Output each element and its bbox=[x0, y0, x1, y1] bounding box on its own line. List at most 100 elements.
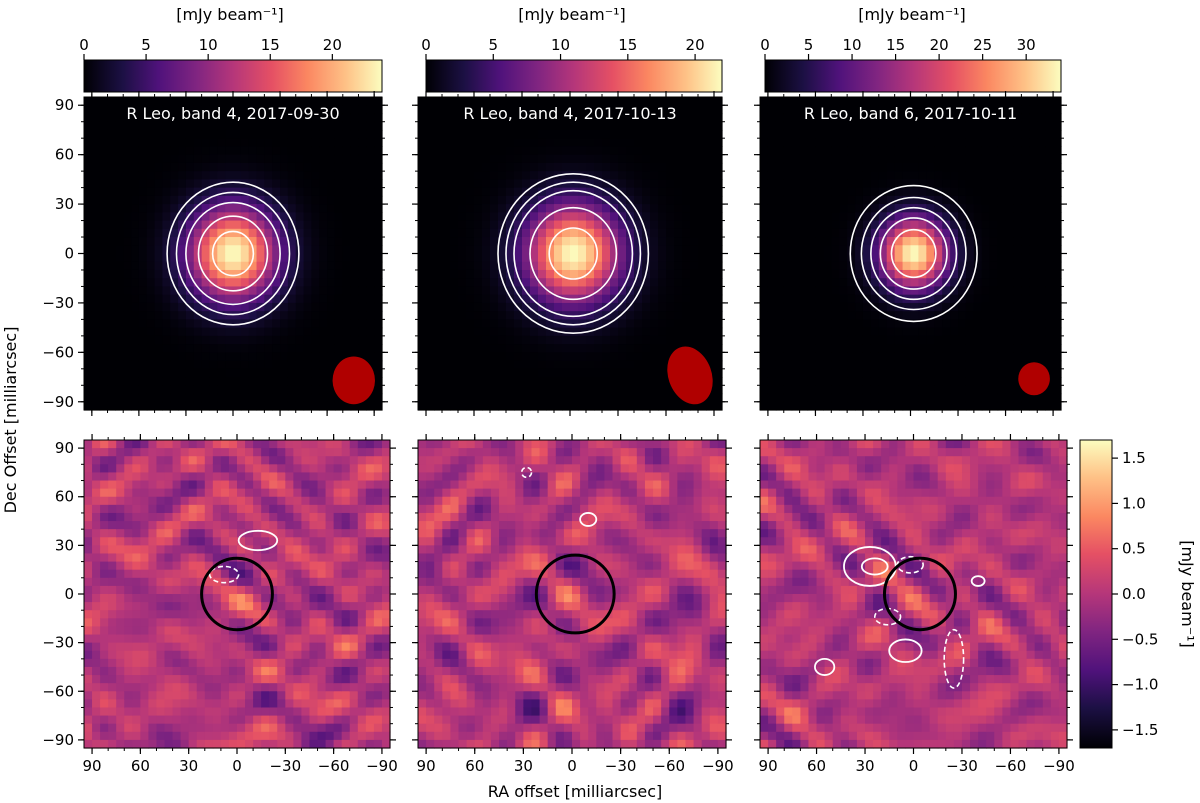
heatmap-cell bbox=[839, 377, 848, 386]
contour-line bbox=[890, 228, 937, 279]
heatmap-cell bbox=[450, 228, 459, 238]
heatmap-cell bbox=[185, 187, 195, 197]
heatmap-cell bbox=[178, 105, 187, 115]
heatmap-cell bbox=[327, 385, 336, 395]
heatmap-cell bbox=[934, 154, 943, 164]
heatmap-cell bbox=[280, 302, 289, 312]
heatmap-cell bbox=[847, 253, 856, 263]
heatmap-cell bbox=[482, 228, 491, 238]
heatmap-cell bbox=[823, 327, 832, 337]
heatmap-cell bbox=[530, 195, 539, 205]
heatmap-cell bbox=[831, 269, 840, 279]
heatmap-cell bbox=[115, 113, 124, 123]
heatmap-cell bbox=[642, 146, 651, 156]
heatmap-cell bbox=[374, 377, 383, 386]
heatmap-cell bbox=[783, 352, 793, 362]
heatmap-cell bbox=[514, 352, 523, 362]
heatmap-cell bbox=[910, 171, 920, 180]
heatmap-cell bbox=[862, 97, 872, 106]
heatmap-cell bbox=[108, 569, 117, 579]
heatmap-cell bbox=[714, 360, 723, 370]
heatmap-cell bbox=[878, 171, 888, 180]
heatmap-cell bbox=[855, 162, 864, 172]
heatmap-cell bbox=[170, 261, 179, 271]
heatmap-cell bbox=[327, 162, 336, 172]
heatmap-cell bbox=[91, 121, 101, 131]
heatmap-cell bbox=[434, 311, 443, 320]
contour-line bbox=[497, 173, 650, 334]
heatmap-cell bbox=[839, 286, 848, 296]
heatmap-cell bbox=[989, 352, 999, 362]
heatmap-cell bbox=[193, 154, 203, 164]
colorbar-tick-label: 5 bbox=[488, 36, 498, 54]
y-tick-label: 60 bbox=[55, 146, 74, 164]
heatmap-cell bbox=[878, 377, 888, 386]
heatmap-cell bbox=[989, 311, 999, 320]
heatmap-cell bbox=[989, 344, 999, 353]
heatmap-cell bbox=[319, 204, 328, 213]
heatmap-cell bbox=[474, 195, 483, 205]
heatmap-cell bbox=[264, 344, 273, 353]
heatmap-cell bbox=[706, 245, 715, 255]
heatmap-cell bbox=[682, 228, 691, 238]
heatmap-cell bbox=[185, 393, 195, 403]
heatmap-cell bbox=[272, 212, 281, 222]
heatmap-cell bbox=[626, 245, 635, 255]
heatmap-cell bbox=[311, 162, 320, 172]
heatmap-cell bbox=[272, 129, 281, 139]
heatmap-cell bbox=[514, 294, 523, 304]
heatmap-cell bbox=[554, 294, 563, 304]
heatmap-cell bbox=[91, 352, 101, 362]
heatmap-cell bbox=[209, 113, 218, 123]
heatmap-cell bbox=[434, 393, 443, 403]
heatmap-cell bbox=[466, 327, 475, 337]
heatmap-cell bbox=[225, 327, 234, 337]
heatmap-cell bbox=[132, 456, 141, 465]
heatmap-cell bbox=[107, 154, 116, 164]
heatmap-cell bbox=[586, 187, 595, 197]
heatmap-cell bbox=[209, 129, 218, 139]
heatmap-cell bbox=[1045, 335, 1054, 345]
heatmap-cell bbox=[783, 187, 793, 197]
heatmap-cell bbox=[108, 480, 117, 490]
heatmap-cell bbox=[626, 113, 635, 123]
heatmap-cell bbox=[240, 278, 250, 288]
heatmap-cell bbox=[997, 113, 1007, 123]
heatmap-cell bbox=[295, 129, 305, 139]
heatmap-cell bbox=[538, 171, 547, 180]
heatmap-cell bbox=[498, 228, 507, 238]
heatmap-cell bbox=[918, 269, 927, 279]
heatmap-cell bbox=[350, 220, 360, 230]
heatmap-cell bbox=[209, 162, 218, 172]
heatmap-cell bbox=[154, 327, 164, 337]
heatmap-cell bbox=[209, 187, 218, 197]
heatmap-cell bbox=[374, 228, 383, 238]
heatmap-cell bbox=[374, 129, 383, 139]
heatmap-cell bbox=[450, 335, 459, 345]
heatmap-cell bbox=[311, 286, 320, 296]
heatmap-cell bbox=[319, 385, 328, 395]
heatmap-cell bbox=[674, 105, 683, 115]
heatmap-cell bbox=[594, 253, 603, 263]
heatmap-cell bbox=[886, 113, 896, 123]
heatmap-cell bbox=[264, 245, 273, 255]
heatmap-cell bbox=[506, 228, 515, 238]
heatmap-cell bbox=[997, 187, 1007, 197]
heatmap-cell bbox=[107, 162, 116, 172]
heatmap-cell bbox=[862, 286, 872, 296]
heatmap-cell bbox=[682, 237, 691, 246]
heatmap-cell bbox=[791, 171, 801, 180]
heatmap-cell bbox=[295, 294, 305, 304]
heatmap-cell bbox=[690, 311, 699, 320]
heatmap-cell bbox=[783, 138, 793, 148]
heatmap-cell bbox=[618, 286, 627, 296]
heatmap-cell bbox=[783, 261, 793, 271]
heatmap-cell bbox=[466, 146, 475, 156]
heatmap-cell bbox=[434, 253, 443, 263]
heatmap-cell bbox=[170, 113, 179, 123]
heatmap-cell bbox=[578, 105, 587, 115]
heatmap-cell bbox=[248, 269, 258, 279]
heatmap-cell bbox=[862, 129, 872, 139]
heatmap-cell bbox=[131, 146, 140, 156]
heatmap-cell bbox=[131, 294, 140, 304]
